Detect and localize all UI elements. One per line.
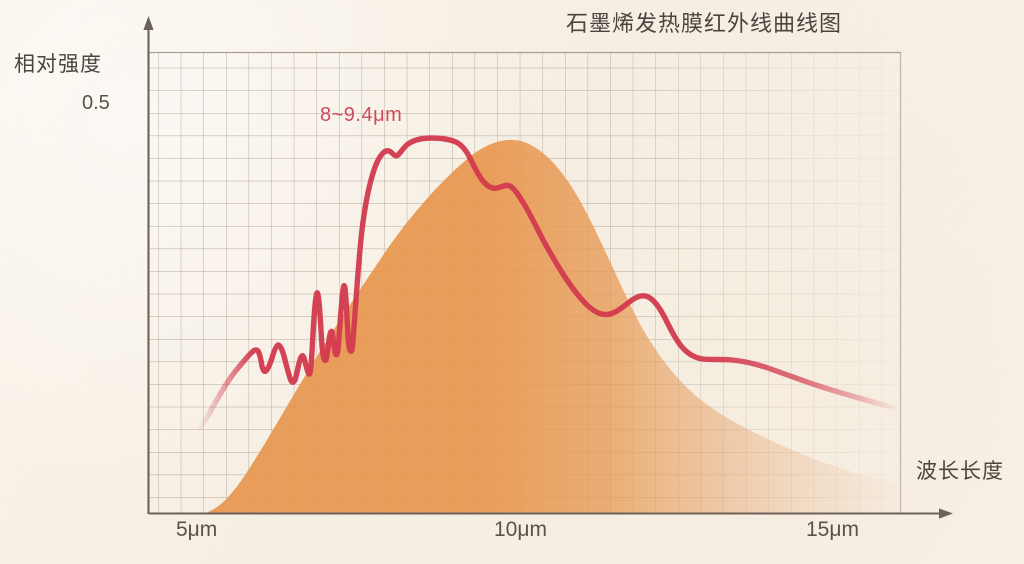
x-axis (149, 508, 953, 519)
chart-title: 石墨烯发热膜红外线曲线图 (566, 11, 843, 36)
x-axis-tick-5um: 5μm (176, 518, 218, 541)
envelope-area (200, 139, 900, 514)
y-axis-label: 相对强度 (14, 53, 102, 76)
peak-band-annotation: 8~9.4μm (320, 104, 403, 126)
ir-curve (197, 135, 897, 431)
y-axis-tick-0.5: 0.5 (82, 92, 110, 114)
x-axis-tick-10um: 10μm (494, 518, 547, 541)
x-axis-label: 波长长度 (916, 460, 1004, 483)
x-axis-tick-15um: 15μm (806, 518, 859, 541)
y-axis (143, 16, 154, 514)
